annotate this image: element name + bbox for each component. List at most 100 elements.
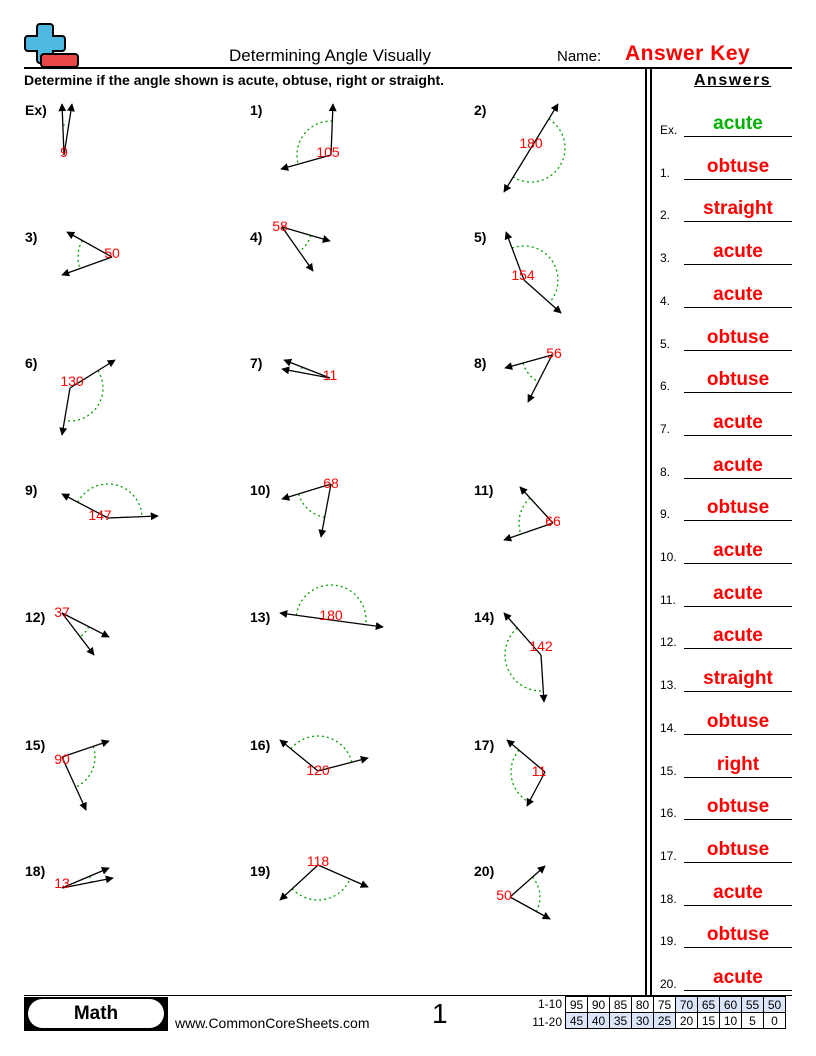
answer-value: obtuse bbox=[706, 710, 770, 732]
score-cell: 85 bbox=[609, 996, 632, 1013]
answer-number: 17. bbox=[660, 848, 677, 863]
angle-arc bbox=[295, 584, 367, 625]
ray-arrow bbox=[281, 226, 331, 243]
score-cell: 60 bbox=[719, 996, 742, 1013]
answer-number: 20. bbox=[660, 977, 677, 991]
answer-value: obtuse bbox=[706, 924, 770, 946]
angle-arc bbox=[531, 876, 541, 912]
answer-number: 5. bbox=[660, 336, 671, 351]
score-cell: 25 bbox=[653, 1012, 676, 1029]
score-cell: 5 bbox=[741, 1012, 764, 1029]
answer-blank bbox=[684, 819, 792, 821]
problem-number: 9) bbox=[25, 482, 38, 498]
ray-arrow bbox=[59, 387, 71, 436]
website-link[interactable]: www.CommonCoreSheets.com bbox=[175, 1015, 370, 1031]
problem-number: 10) bbox=[250, 482, 271, 498]
answer-number: 4. bbox=[660, 293, 671, 308]
ray-arrow bbox=[58, 103, 67, 156]
angle-arc bbox=[291, 878, 351, 901]
ray-arrow bbox=[526, 771, 546, 807]
answer-row: 12. acute bbox=[660, 619, 792, 650]
answer-blank bbox=[684, 434, 792, 436]
answer-blank bbox=[684, 947, 792, 949]
ray-arrow bbox=[530, 103, 559, 149]
problem-number: 6) bbox=[25, 355, 38, 371]
answer-number: 3. bbox=[660, 251, 671, 266]
answer-value: right bbox=[716, 753, 760, 775]
answer-row: 11. acute bbox=[660, 577, 792, 607]
answer-row: 19. obtuse bbox=[660, 918, 792, 949]
answer-number: Ex. bbox=[660, 123, 678, 137]
ray-arrow bbox=[283, 358, 331, 379]
answer-value: acute bbox=[713, 967, 763, 988]
answer-row: 5. obtuse bbox=[660, 321, 792, 351]
answer-blank bbox=[684, 221, 792, 223]
score-cell: 55 bbox=[741, 996, 764, 1013]
answer-row: 2. straight bbox=[660, 192, 792, 223]
answer-row: Ex. acute bbox=[660, 107, 792, 137]
answer-number: 18. bbox=[660, 891, 677, 906]
answer-number: 8. bbox=[660, 464, 671, 479]
ray-arrow bbox=[317, 755, 369, 772]
ray-arrow bbox=[61, 612, 110, 638]
answer-blank bbox=[684, 861, 792, 863]
answer-blank bbox=[684, 776, 792, 778]
score-table: 95 90 85 80 75 70 65 60 55 50 45 40 35 30 25 20 15 10 5 0 bbox=[565, 996, 786, 1029]
answer-value: acute bbox=[713, 283, 763, 305]
problem-number: Ex) bbox=[25, 102, 47, 118]
angle-arc bbox=[299, 366, 303, 373]
score-cell: 80 bbox=[631, 996, 654, 1013]
answer-number: 16. bbox=[660, 806, 677, 821]
ray-arrow bbox=[107, 512, 159, 521]
ray-arrow bbox=[279, 739, 319, 772]
ray-arrow bbox=[61, 612, 95, 656]
score-row-label: 11-20 bbox=[532, 1015, 562, 1029]
ray-arrow bbox=[318, 483, 332, 538]
ray-arrow bbox=[509, 896, 551, 920]
answer-row: 15. right bbox=[660, 748, 792, 778]
angle-arc bbox=[290, 735, 353, 763]
answer-row: 20. acute bbox=[660, 961, 792, 991]
problem-number: 20) bbox=[474, 863, 495, 879]
score-cell: 20 bbox=[675, 1012, 698, 1029]
answer-value: acute bbox=[713, 411, 763, 433]
ray-arrow bbox=[281, 483, 332, 501]
name-label: Name: bbox=[557, 48, 602, 65]
problem-number: 1) bbox=[250, 102, 263, 118]
answer-row: 13. straight bbox=[660, 662, 792, 693]
answer-blank bbox=[684, 477, 792, 479]
ray-arrow bbox=[509, 865, 546, 898]
answer-row: 3. acute bbox=[660, 235, 792, 266]
answer-row: 9. obtuse bbox=[660, 491, 792, 522]
angle-arc bbox=[77, 240, 83, 269]
score-cell: 70 bbox=[675, 996, 698, 1013]
answer-row: 1. obtuse bbox=[660, 150, 792, 180]
angle-arc bbox=[518, 497, 531, 535]
angle-measure: 37 bbox=[54, 604, 70, 620]
page-number: 1 bbox=[432, 998, 448, 1029]
angle-measure: 118 bbox=[307, 853, 330, 869]
score-cell: 30 bbox=[631, 1012, 654, 1029]
angle-measure: 154 bbox=[511, 267, 535, 283]
angle-arc bbox=[510, 749, 530, 803]
answer-row: 10. acute bbox=[660, 534, 792, 564]
answer-blank bbox=[684, 520, 792, 522]
answer-divider bbox=[645, 69, 647, 995]
ray-arrow bbox=[281, 226, 314, 272]
angle-measure: 9 bbox=[60, 144, 68, 160]
answer-divider bbox=[650, 69, 652, 995]
answer-number: 11. bbox=[660, 592, 676, 607]
angle-arc bbox=[296, 120, 333, 165]
answer-value: acute bbox=[713, 113, 763, 134]
ray-arrow bbox=[504, 231, 525, 281]
answer-value: obtuse bbox=[706, 838, 770, 860]
instructions: Determine if the angle shown is acute, o… bbox=[24, 72, 445, 88]
answer-value: straight bbox=[703, 668, 773, 690]
answer-value: obtuse bbox=[706, 326, 770, 348]
answer-value: acute bbox=[713, 241, 763, 263]
score-cell: 15 bbox=[697, 1012, 720, 1029]
angle-arc bbox=[298, 235, 312, 253]
problem-number: 3) bbox=[25, 229, 38, 245]
angle-measure: 147 bbox=[88, 507, 112, 523]
answer-number: 14. bbox=[660, 720, 677, 735]
